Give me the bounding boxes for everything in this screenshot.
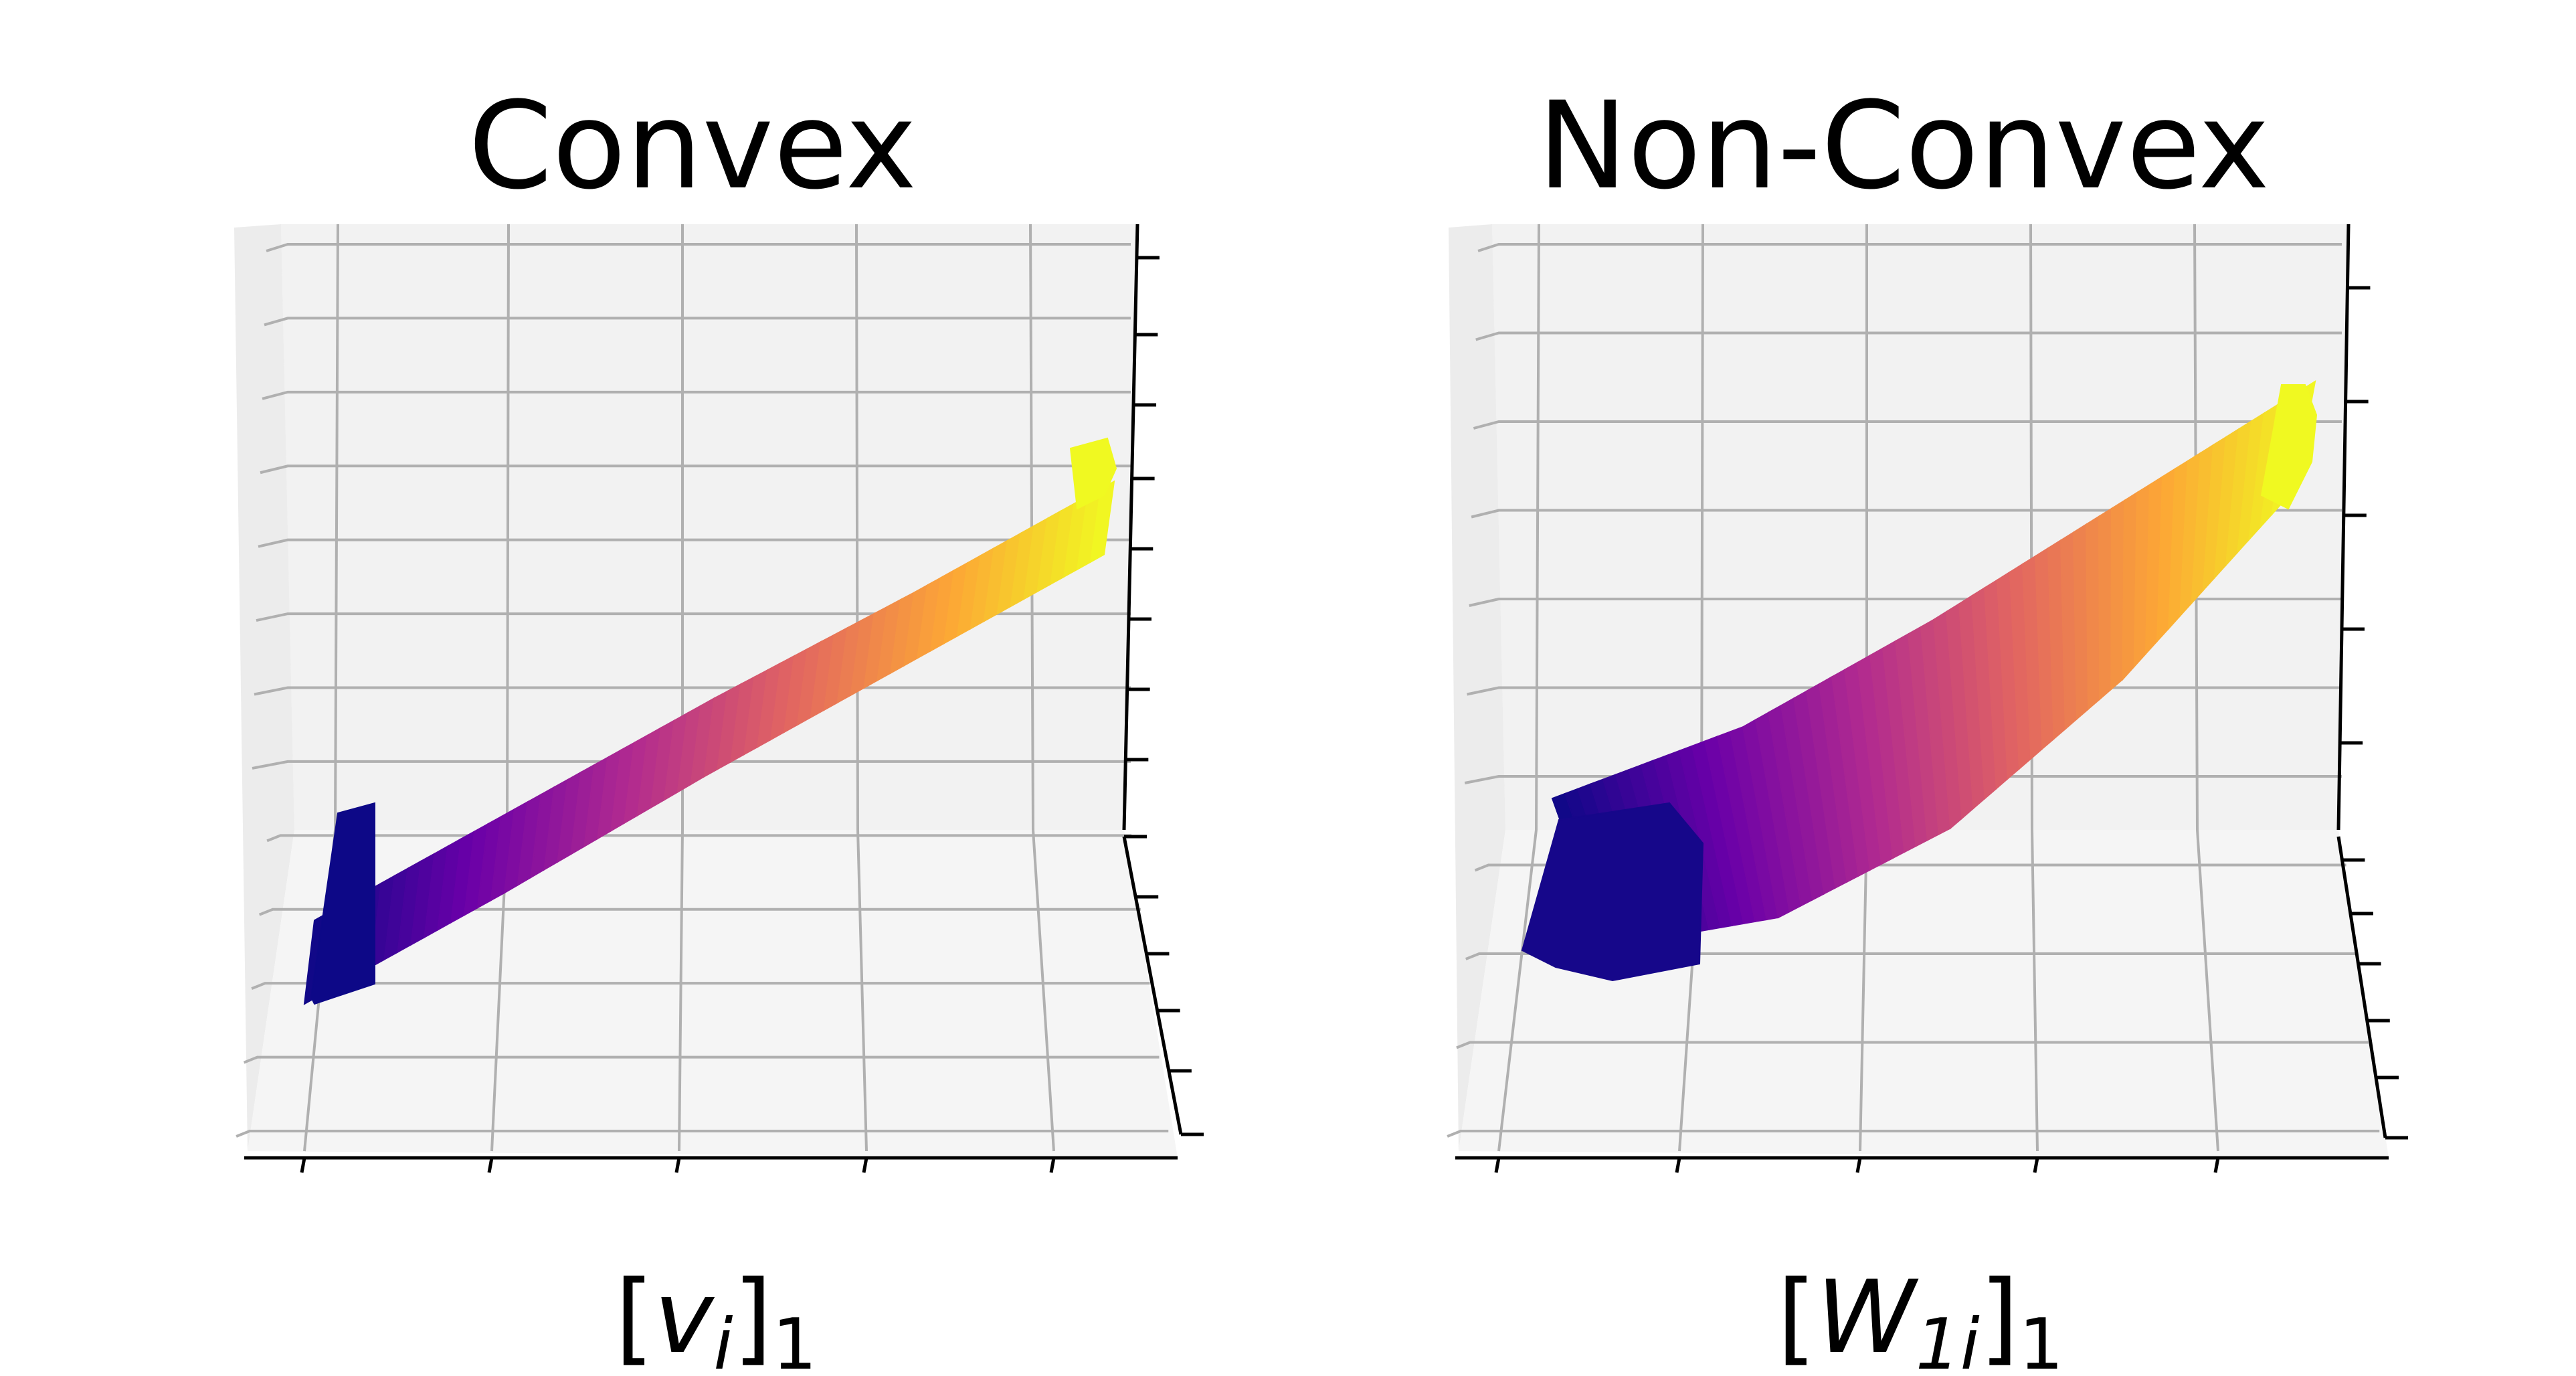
grid-line-horizontal [243, 1055, 1160, 1064]
grid-line-horizontal [1465, 952, 2358, 960]
grid-lines [236, 224, 1169, 1152]
grid-line-horizontal [1471, 509, 2342, 519]
grid-line-horizontal [258, 908, 1141, 916]
panel-non-convex: Non-Convex [W1i]1 [1447, 76, 2408, 1376]
surface-end-cap [310, 802, 375, 1005]
grid-line-vertical [1497, 224, 1540, 1152]
side-pane [234, 224, 294, 1151]
grid-line-horizontal [266, 243, 1131, 252]
surface-end-cap [1069, 437, 1117, 510]
x-label-bracket-close: ] [1980, 1260, 2019, 1376]
x-axis-tick [1494, 1157, 1501, 1173]
grid-line-horizontal [252, 760, 1131, 770]
grid-line-horizontal [1464, 775, 2342, 784]
x-axis-tick [1855, 1157, 1862, 1173]
grid-line-horizontal [266, 834, 1132, 843]
x-label-subscript-index: i [713, 1304, 733, 1376]
x-label-variable: v [654, 1260, 715, 1376]
grid-line-horizontal [256, 612, 1131, 622]
x-axis-tick [1675, 1157, 1681, 1173]
grid-line-horizontal [251, 982, 1150, 991]
x-axis-tick [1049, 1157, 1056, 1173]
grid-line-vertical [2193, 224, 2219, 1152]
x-axis-tick [487, 1157, 494, 1173]
back-pane [281, 224, 1137, 830]
floor-pane [248, 830, 1178, 1158]
grid-line-horizontal [1447, 1130, 2380, 1138]
z-axis-lower-line [2336, 836, 2387, 1138]
x-axis-tick [2213, 1157, 2220, 1173]
side-pane [1449, 224, 1505, 1151]
grid-line-horizontal [264, 317, 1131, 327]
x-label-bracket-open: [ [615, 1260, 654, 1376]
grid-line-horizontal [1473, 420, 2342, 430]
x-axis-label: [vi]1 [615, 1260, 817, 1376]
z-axis-line [1122, 224, 1139, 831]
x-label-subscript-component: 1 [2019, 1304, 2063, 1376]
axis-ticks [1494, 286, 2408, 1173]
grid-line-horizontal [258, 538, 1131, 548]
panel-convex: Convex [vi]1 [234, 76, 1204, 1376]
x-label-bracket-open: [ [1777, 1260, 1817, 1376]
surface-strip [2098, 507, 2113, 701]
back-pane [1492, 224, 2349, 830]
panel-title: Non-Convex [1538, 76, 2270, 216]
x-axis-tick [300, 1157, 306, 1173]
z-axis-lower-line [1122, 836, 1183, 1135]
surface [303, 437, 1117, 1005]
surface-end-cap [2260, 384, 2318, 510]
x-label-subscript-index: 1i [1916, 1304, 1980, 1376]
x-axis-label: [W1i]1 [1777, 1260, 2063, 1376]
x-label-subscript-component: 1 [772, 1304, 817, 1376]
grid-line-horizontal [236, 1130, 1169, 1138]
surface-end-cap [1521, 802, 1704, 982]
x-axis-tick [862, 1157, 868, 1173]
grid-line-horizontal [262, 390, 1131, 400]
grid-line-vertical [855, 224, 868, 1152]
grid-line-horizontal [1474, 863, 2347, 872]
panel-title: Convex [468, 76, 917, 216]
grid-line-vertical [1029, 224, 1055, 1152]
grid-lines [1447, 224, 2380, 1152]
surface-strip [2085, 515, 2101, 711]
grid-line-horizontal [1475, 331, 2342, 341]
grid-line-vertical [2029, 224, 2039, 1152]
x-axis-tick [674, 1157, 681, 1173]
z-axis-line [2336, 224, 2351, 831]
grid-line-vertical [678, 224, 684, 1152]
grid-line-horizontal [260, 464, 1131, 475]
x-axis-tick [2033, 1157, 2039, 1173]
surface [1521, 379, 2318, 982]
grid-line-horizontal [1456, 1041, 2369, 1049]
x-label-variable: W [1816, 1260, 1918, 1376]
x-label-bracket-close: ] [733, 1260, 773, 1376]
grid-line-horizontal [1477, 243, 2342, 252]
axis-ticks [300, 256, 1204, 1173]
